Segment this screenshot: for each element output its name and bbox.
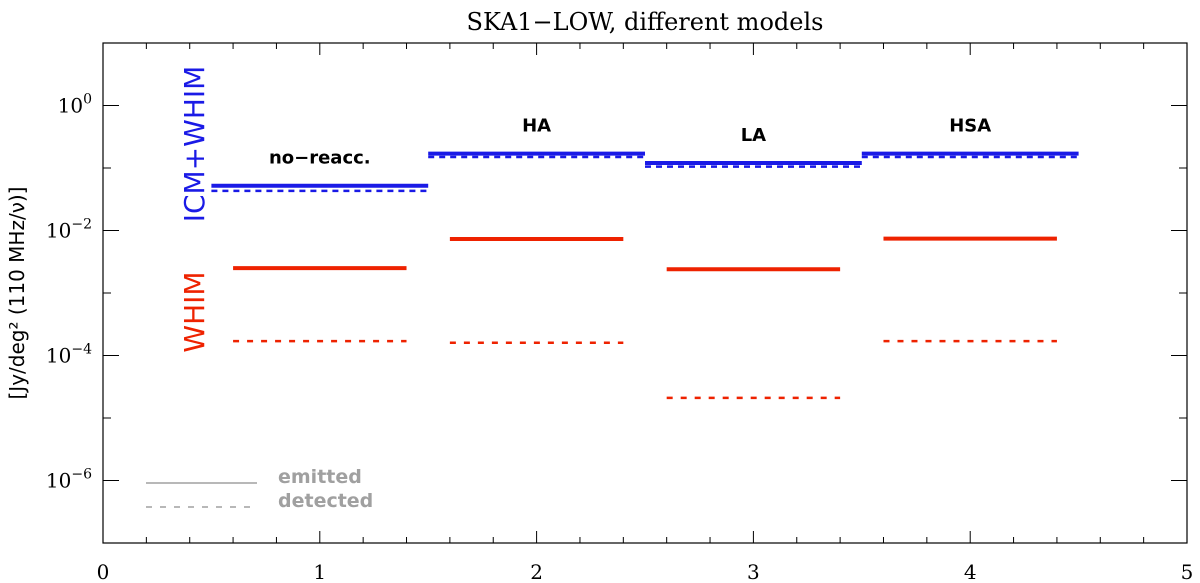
- icm-whim-side-label: ICM+WHIM: [178, 66, 211, 223]
- series-group: no−reacc. HA LA HSA: [211, 116, 1079, 400]
- y-tick-label: 10−4: [46, 342, 92, 368]
- x-tick-labels: 0 1 2 3 4 5: [97, 560, 1194, 583]
- model-label: no−reacc.: [269, 148, 371, 169]
- y-tick-label: 10−2: [46, 217, 92, 243]
- x-tick-label: 5: [1181, 560, 1194, 583]
- x-tick-label: 0: [97, 560, 110, 583]
- legend: emitted detected: [146, 466, 373, 512]
- chart-title: SKA1−LOW, different models: [467, 8, 824, 36]
- x-tick-label: 3: [747, 560, 760, 583]
- plot-frame: [102, 42, 1188, 544]
- y-tick-label: 10−6: [46, 467, 92, 493]
- whim-side-label: WHIM: [178, 271, 211, 352]
- y-axis-label: [Jy/deg² (110 MHz/ν)]: [5, 187, 29, 400]
- y-tick-labels: 100 10−2 10−4 10−6: [46, 92, 92, 493]
- axis-ticks: [102, 42, 1187, 544]
- y-tick-label: 100: [58, 92, 92, 118]
- x-tick-label: 2: [530, 560, 543, 583]
- x-tick-label: 4: [964, 560, 977, 583]
- x-tick-label: 1: [313, 560, 326, 583]
- legend-detected-label: detected: [278, 490, 373, 512]
- model-label: LA: [741, 125, 766, 146]
- legend-emitted-label: emitted: [278, 466, 362, 488]
- model-label: HSA: [949, 116, 991, 137]
- model-label: HA: [522, 116, 551, 137]
